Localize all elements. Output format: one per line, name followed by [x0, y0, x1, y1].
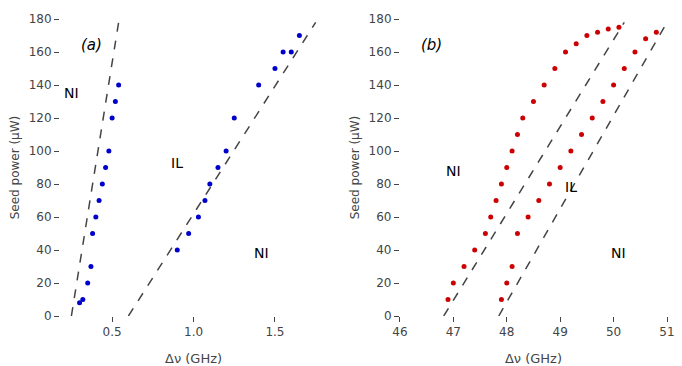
svg-text:NI: NI: [64, 85, 79, 101]
svg-text:IL: IL: [171, 155, 183, 171]
svg-text:80: 80: [36, 177, 51, 191]
svg-text:48: 48: [499, 325, 514, 339]
svg-text:Seed power (μW): Seed power (μW): [348, 116, 362, 220]
svg-text:46: 46: [392, 325, 407, 339]
svg-text:120: 120: [369, 111, 392, 125]
svg-text:40: 40: [376, 243, 391, 257]
svg-text:160: 160: [369, 45, 392, 59]
svg-text:NI: NI: [254, 245, 269, 261]
svg-text:80: 80: [376, 177, 391, 191]
svg-text:IL: IL: [565, 179, 577, 195]
svg-text:100: 100: [29, 144, 52, 158]
svg-text:140: 140: [29, 78, 52, 92]
svg-text:Δν (GHz): Δν (GHz): [165, 351, 222, 366]
svg-text:60: 60: [376, 210, 391, 224]
svg-text:0: 0: [44, 309, 52, 323]
svg-text:20: 20: [36, 276, 51, 290]
svg-text:(b): (b): [421, 36, 442, 54]
svg-text:51: 51: [659, 325, 674, 339]
svg-text:(a): (a): [81, 36, 102, 54]
svg-text:NI: NI: [446, 163, 461, 179]
svg-text:140: 140: [369, 78, 392, 92]
svg-text:NI: NI: [611, 245, 626, 261]
svg-text:1.0: 1.0: [184, 325, 203, 339]
svg-text:20: 20: [376, 276, 391, 290]
svg-text:180: 180: [369, 12, 392, 26]
svg-text:47: 47: [446, 325, 461, 339]
svg-text:Seed power (μW): Seed power (μW): [8, 116, 22, 220]
svg-text:0.5: 0.5: [103, 325, 122, 339]
svg-text:50: 50: [606, 325, 621, 339]
svg-text:49: 49: [553, 325, 568, 339]
svg-text:180: 180: [29, 12, 52, 26]
svg-text:40: 40: [36, 243, 51, 257]
svg-text:Δν (GHz): Δν (GHz): [505, 351, 562, 366]
svg-text:0: 0: [384, 309, 392, 323]
svg-text:60: 60: [36, 210, 51, 224]
svg-text:120: 120: [29, 111, 52, 125]
svg-text:1.5: 1.5: [265, 325, 284, 339]
svg-text:160: 160: [29, 45, 52, 59]
svg-text:100: 100: [369, 144, 392, 158]
